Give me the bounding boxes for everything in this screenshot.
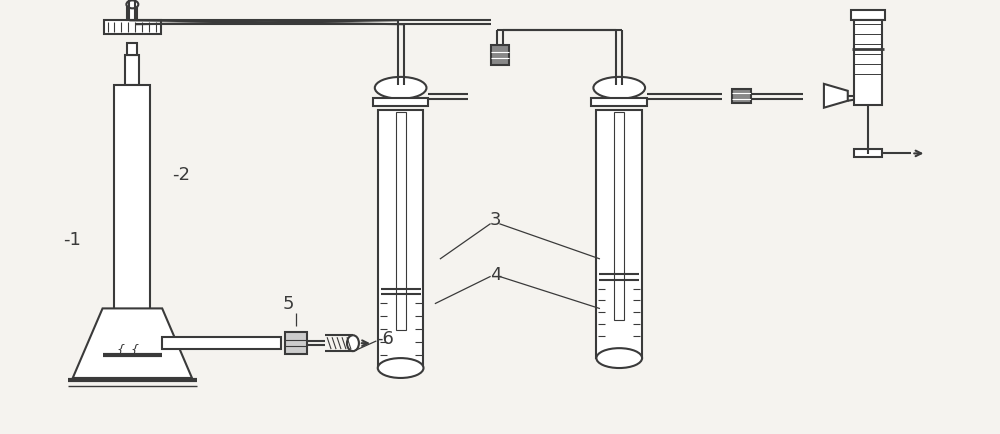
Bar (114, 85, 150, 319)
Polygon shape (73, 309, 192, 378)
Bar (732, 89, 751, 103)
Bar (103, 343, 162, 353)
Ellipse shape (375, 78, 426, 99)
Bar (396, 112, 406, 331)
Bar (378, 110, 423, 368)
Bar (851, 11, 885, 21)
Bar (854, 21, 882, 105)
Ellipse shape (126, 1, 138, 9)
Text: -1: -1 (63, 230, 81, 248)
Polygon shape (824, 85, 848, 108)
Bar (373, 99, 428, 106)
Ellipse shape (378, 358, 423, 378)
Polygon shape (114, 319, 150, 343)
Text: {: { (116, 342, 124, 355)
Text: -6: -6 (376, 329, 394, 348)
Ellipse shape (347, 335, 359, 352)
Text: 3: 3 (490, 210, 502, 228)
Ellipse shape (596, 349, 642, 368)
Text: 4: 4 (490, 265, 502, 283)
Bar (125, 56, 139, 85)
Text: 5: 5 (283, 295, 294, 313)
Bar (614, 112, 624, 321)
Text: {: { (130, 342, 138, 355)
Bar (162, 338, 281, 349)
Bar (596, 110, 642, 358)
Bar (285, 332, 307, 354)
Bar (127, 44, 137, 56)
Bar (591, 99, 647, 106)
Bar (854, 150, 882, 158)
Bar (104, 21, 161, 35)
Bar (127, 5, 137, 21)
Ellipse shape (593, 78, 645, 99)
Bar (491, 46, 509, 66)
Text: -2: -2 (172, 166, 190, 184)
